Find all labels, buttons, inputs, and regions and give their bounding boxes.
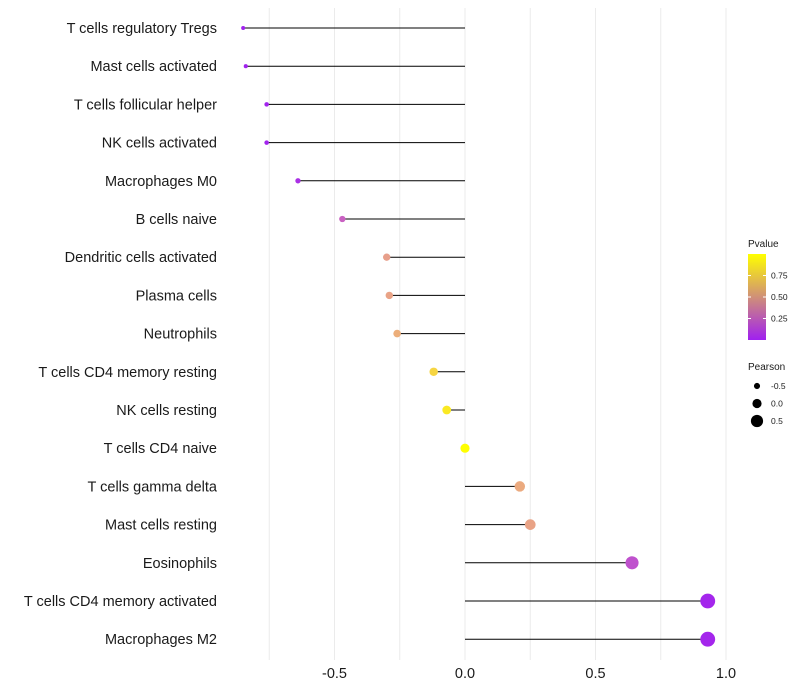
data-point <box>524 519 536 530</box>
grid-lines <box>268 8 727 660</box>
category-label: NK cells activated <box>102 136 217 152</box>
data-point <box>339 215 346 223</box>
colorbar-tick-label: 0.50 <box>771 292 788 302</box>
category-label: T cells CD4 memory resting <box>38 365 217 381</box>
data-point <box>700 593 716 609</box>
data-point <box>241 26 246 30</box>
x-axis-ticks: -0.5 0.0 0.5 1.0 <box>322 666 736 682</box>
category-label: Mast cells activated <box>90 59 217 75</box>
x-tick-label: 0.0 <box>455 666 475 682</box>
category-label: Plasma cells <box>136 288 217 304</box>
category-label: Dendritic cells activated <box>65 250 217 266</box>
stems <box>243 27 708 640</box>
category-label: NK cells resting <box>116 403 217 419</box>
category-label: T cells gamma delta <box>88 479 218 495</box>
data-point <box>264 140 269 145</box>
size-key-dot <box>750 414 764 428</box>
points <box>241 26 716 647</box>
data-point <box>243 64 248 69</box>
category-label: Macrophages M0 <box>105 174 217 190</box>
category-label: B cells naive <box>136 212 217 228</box>
pvalue-legend-ticks: 0.25 0.50 0.75 <box>748 271 788 324</box>
category-label: T cells CD4 memory activated <box>24 594 217 610</box>
category-labels: T cells regulatory Tregs Mast cells activ… <box>24 21 218 648</box>
category-label: Mast cells resting <box>105 518 217 534</box>
data-point <box>383 253 391 261</box>
data-point <box>460 443 470 453</box>
data-point <box>429 367 438 377</box>
category-label: T cells follicular helper <box>74 97 217 113</box>
x-tick-label: -0.5 <box>322 666 347 682</box>
category-label: Neutrophils <box>144 327 217 343</box>
category-label: T cells regulatory Tregs <box>67 21 217 37</box>
pearson-legend-keys: -0.5 0.0 0.5 <box>750 381 786 428</box>
data-point <box>295 178 301 184</box>
size-key-label: -0.5 <box>771 381 786 391</box>
category-label: Macrophages M2 <box>105 632 217 648</box>
category-label: Eosinophils <box>143 556 217 572</box>
size-key-label: 0.0 <box>771 399 783 409</box>
data-point <box>514 481 526 492</box>
pvalue-legend-title: Pvalue <box>748 239 779 250</box>
data-point <box>700 631 716 647</box>
size-key-dot <box>752 398 762 409</box>
category-label: T cells CD4 naive <box>104 441 217 457</box>
pvalue-colorbar <box>748 254 766 340</box>
colorbar-tick-label: 0.75 <box>771 271 788 281</box>
data-point <box>442 405 452 415</box>
pearson-legend-title: Pearson <box>748 362 785 373</box>
x-tick-label: 1.0 <box>716 666 736 682</box>
size-key-dot <box>753 382 761 390</box>
colorbar-tick-label: 0.25 <box>771 314 788 324</box>
x-tick-label: 0.5 <box>585 666 605 682</box>
size-key-label: 0.5 <box>771 416 783 426</box>
data-point <box>264 102 269 107</box>
data-point <box>625 556 639 570</box>
data-point <box>385 291 394 300</box>
data-point <box>393 329 401 338</box>
legend: Pvalue 0.25 0.50 0.75 Pearson -0.5 0.0 0.5 <box>748 239 788 428</box>
